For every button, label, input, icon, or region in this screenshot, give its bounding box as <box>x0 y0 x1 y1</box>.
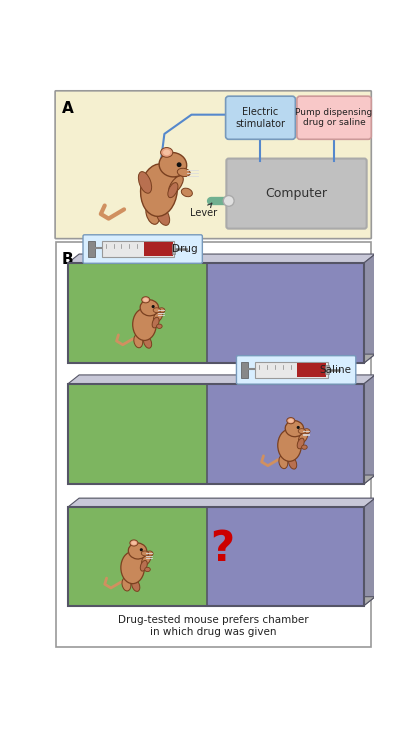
Ellipse shape <box>134 334 143 348</box>
Ellipse shape <box>152 317 159 328</box>
Ellipse shape <box>144 336 152 348</box>
Ellipse shape <box>287 417 295 424</box>
Bar <box>144 242 173 257</box>
Polygon shape <box>79 375 218 475</box>
Polygon shape <box>364 254 375 363</box>
Ellipse shape <box>146 202 160 224</box>
Circle shape <box>177 162 181 167</box>
Ellipse shape <box>159 153 187 177</box>
Bar <box>67 507 207 606</box>
Ellipse shape <box>161 148 173 157</box>
Polygon shape <box>67 375 375 385</box>
Ellipse shape <box>156 324 162 328</box>
Polygon shape <box>218 498 375 596</box>
Ellipse shape <box>159 308 165 313</box>
Polygon shape <box>67 475 375 484</box>
FancyBboxPatch shape <box>297 96 371 140</box>
Ellipse shape <box>156 205 170 225</box>
Ellipse shape <box>304 428 310 433</box>
Ellipse shape <box>169 175 183 194</box>
Bar <box>67 263 364 363</box>
Bar <box>88 241 94 257</box>
Ellipse shape <box>298 428 306 433</box>
Ellipse shape <box>163 150 171 155</box>
Ellipse shape <box>145 567 150 572</box>
Ellipse shape <box>181 188 192 197</box>
Bar <box>67 385 364 484</box>
Polygon shape <box>67 254 375 263</box>
Ellipse shape <box>128 543 147 559</box>
Polygon shape <box>67 354 375 363</box>
Ellipse shape <box>131 580 140 591</box>
Ellipse shape <box>122 577 131 591</box>
Ellipse shape <box>279 455 288 469</box>
Ellipse shape <box>142 297 150 303</box>
Polygon shape <box>67 498 375 507</box>
Bar <box>172 244 175 254</box>
Ellipse shape <box>140 300 159 316</box>
FancyBboxPatch shape <box>55 91 371 238</box>
Polygon shape <box>364 375 375 484</box>
Ellipse shape <box>285 420 304 436</box>
Text: ?: ? <box>210 528 234 569</box>
Polygon shape <box>67 596 375 606</box>
Ellipse shape <box>302 445 307 450</box>
Bar <box>297 363 326 377</box>
Ellipse shape <box>289 458 297 469</box>
Text: Saline: Saline <box>319 365 351 375</box>
Bar <box>67 385 207 484</box>
Text: Lever: Lever <box>190 203 217 219</box>
Text: Pump dispensing
drug or saline: Pump dispensing drug or saline <box>295 108 373 127</box>
Bar <box>325 366 329 374</box>
Ellipse shape <box>131 541 136 545</box>
Polygon shape <box>364 498 375 606</box>
Ellipse shape <box>141 551 149 556</box>
Ellipse shape <box>140 561 147 571</box>
Text: A: A <box>62 101 74 115</box>
Ellipse shape <box>141 164 177 216</box>
Bar <box>241 363 248 377</box>
Polygon shape <box>79 254 218 354</box>
Bar <box>56 242 371 647</box>
Circle shape <box>297 426 300 429</box>
Ellipse shape <box>154 310 163 322</box>
Polygon shape <box>218 254 375 354</box>
FancyBboxPatch shape <box>236 356 356 385</box>
Ellipse shape <box>130 540 138 546</box>
Ellipse shape <box>288 419 293 423</box>
Text: Electric
stimulator: Electric stimulator <box>235 107 285 129</box>
Text: B: B <box>62 251 74 267</box>
Ellipse shape <box>168 183 178 197</box>
Bar <box>207 385 364 484</box>
Ellipse shape <box>133 308 156 341</box>
Ellipse shape <box>147 551 153 556</box>
Ellipse shape <box>121 552 144 583</box>
Ellipse shape <box>143 298 148 302</box>
FancyBboxPatch shape <box>83 235 202 263</box>
Ellipse shape <box>297 438 304 449</box>
Text: Drug-tested mouse prefers chamber
in which drug was given: Drug-tested mouse prefers chamber in whi… <box>118 616 309 637</box>
FancyBboxPatch shape <box>226 159 366 229</box>
Bar <box>67 263 207 363</box>
Ellipse shape <box>139 172 151 193</box>
Bar <box>207 507 364 606</box>
Bar <box>207 263 364 363</box>
Ellipse shape <box>177 168 190 177</box>
Ellipse shape <box>141 553 151 566</box>
Ellipse shape <box>278 429 301 461</box>
Text: Drug: Drug <box>172 244 198 254</box>
Ellipse shape <box>299 431 308 444</box>
Ellipse shape <box>153 308 161 313</box>
Circle shape <box>140 548 143 551</box>
Text: Computer: Computer <box>265 187 327 200</box>
Polygon shape <box>79 498 218 596</box>
Circle shape <box>223 195 234 206</box>
Bar <box>102 241 174 257</box>
Bar <box>255 363 327 377</box>
Circle shape <box>151 305 155 308</box>
Bar <box>67 507 364 606</box>
FancyBboxPatch shape <box>225 96 295 140</box>
Polygon shape <box>218 375 375 475</box>
